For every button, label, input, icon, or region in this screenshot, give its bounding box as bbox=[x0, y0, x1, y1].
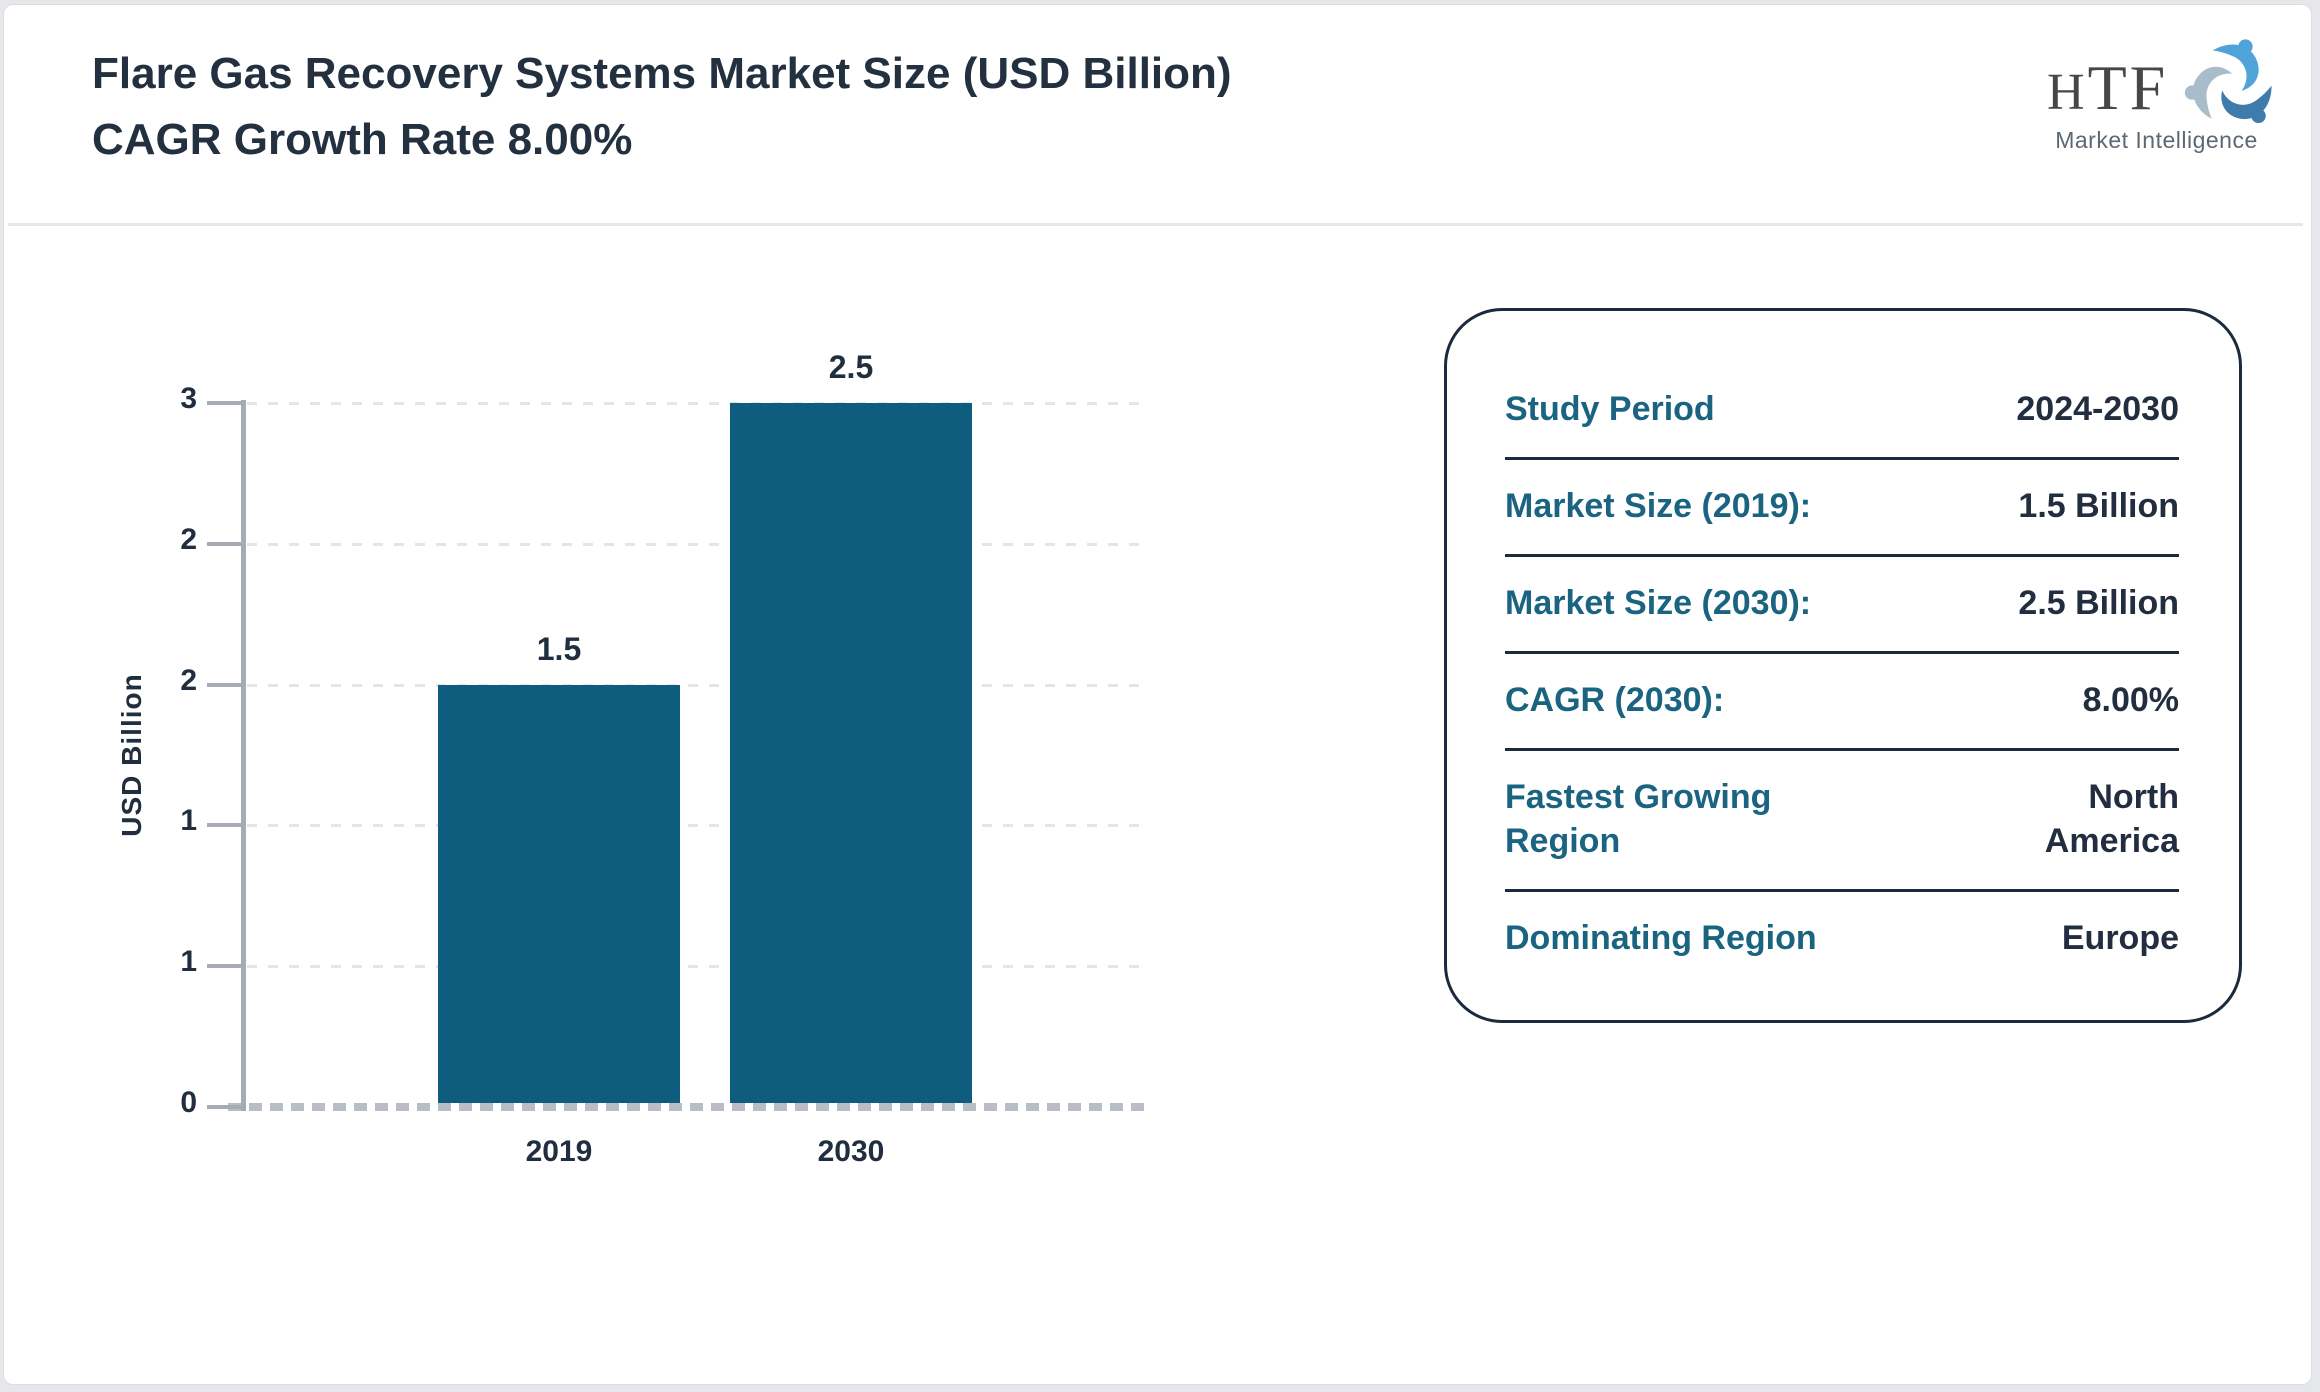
panel-row-study-period: Study Period 2024-2030 bbox=[1505, 363, 2179, 460]
panel-row-label: Fastest Growing Region bbox=[1505, 778, 1772, 860]
y-tick bbox=[207, 541, 241, 546]
panel-row-market-size-2030: Market Size (2030): 2.5 Billion bbox=[1505, 557, 2179, 654]
htf-swirl-figures-icon bbox=[2184, 39, 2272, 124]
report-card: Flare Gas Recovery Systems Market Size (… bbox=[3, 4, 2312, 1385]
y-tick-label: 1 bbox=[180, 945, 197, 979]
summary-panel: Study Period 2024-2030 Market Size (2019… bbox=[1444, 308, 2242, 1023]
y-tick-label: 2 bbox=[180, 663, 197, 697]
y-tick bbox=[207, 401, 241, 405]
logo-letter-h: H bbox=[2047, 64, 2088, 121]
y-tick-label: 3 bbox=[180, 382, 197, 415]
panel-row-label: Market Size (2019): bbox=[1505, 487, 1812, 525]
gridline bbox=[247, 965, 1144, 969]
y-tick-label: 2 bbox=[180, 522, 197, 556]
panel-row-fastest-growing-region: Fastest Growing Region North America bbox=[1505, 751, 2179, 892]
logo-text: HTF bbox=[2047, 51, 2168, 125]
panel-row-value: North America bbox=[2044, 778, 2179, 860]
panel-row-label: Study Period bbox=[1505, 390, 1715, 428]
y-tick-label: 0 bbox=[180, 1086, 197, 1119]
bar-2019 bbox=[438, 684, 680, 1107]
y-tick bbox=[207, 823, 241, 828]
panel-row-market-size-2019: Market Size (2019): 1.5 Billion bbox=[1505, 460, 2179, 557]
panel-row-label: Market Size (2030): bbox=[1505, 584, 1812, 622]
y-tick-label: 1 bbox=[180, 804, 197, 838]
y-tick bbox=[207, 964, 241, 969]
panel-row-dominating-region: Dominating Region Europe bbox=[1505, 892, 2179, 986]
htf-logo: HTF Market Intelligence bbox=[2029, 39, 2284, 171]
panel-row-value: 2024-2030 bbox=[2016, 390, 2179, 428]
x-axis-baseline bbox=[228, 1103, 1144, 1111]
panel-row-label: CAGR (2030): bbox=[1505, 681, 1725, 719]
panel-row-label: Dominating Region bbox=[1505, 919, 1817, 957]
x-category-label-2030: 2030 bbox=[817, 1135, 885, 1168]
page-title: Flare Gas Recovery Systems Market Size (… bbox=[92, 49, 1232, 164]
gridline bbox=[247, 824, 1144, 828]
logo-letters-tf: TF bbox=[2087, 52, 2169, 123]
panel-row-value: Europe bbox=[2061, 919, 2179, 957]
y-tick bbox=[207, 682, 241, 687]
panel-row-value: 1.5 Billion bbox=[2018, 487, 2179, 525]
bar-2030 bbox=[730, 403, 972, 1107]
summary-panel-body: Study Period 2024-2030 Market Size (2019… bbox=[1505, 363, 2179, 980]
panel-row-value: 2.5 Billion bbox=[2018, 584, 2179, 622]
gridline bbox=[247, 402, 1144, 405]
bar-value-label-2019: 1.5 bbox=[536, 630, 582, 667]
panel-row-cagr: CAGR (2030): 8.00% bbox=[1505, 654, 2179, 751]
bar-value-label-2030: 2.5 bbox=[828, 349, 874, 385]
x-category-label-2019: 2019 bbox=[525, 1135, 593, 1168]
logo-subtext: Market Intelligence bbox=[2055, 127, 2258, 153]
header-divider bbox=[8, 223, 2303, 226]
y-tick bbox=[207, 1105, 241, 1109]
y-axis-line bbox=[241, 400, 246, 1111]
gridline bbox=[247, 683, 1144, 687]
panel-row-value: 8.00% bbox=[2082, 681, 2179, 719]
gridline bbox=[247, 542, 1144, 546]
